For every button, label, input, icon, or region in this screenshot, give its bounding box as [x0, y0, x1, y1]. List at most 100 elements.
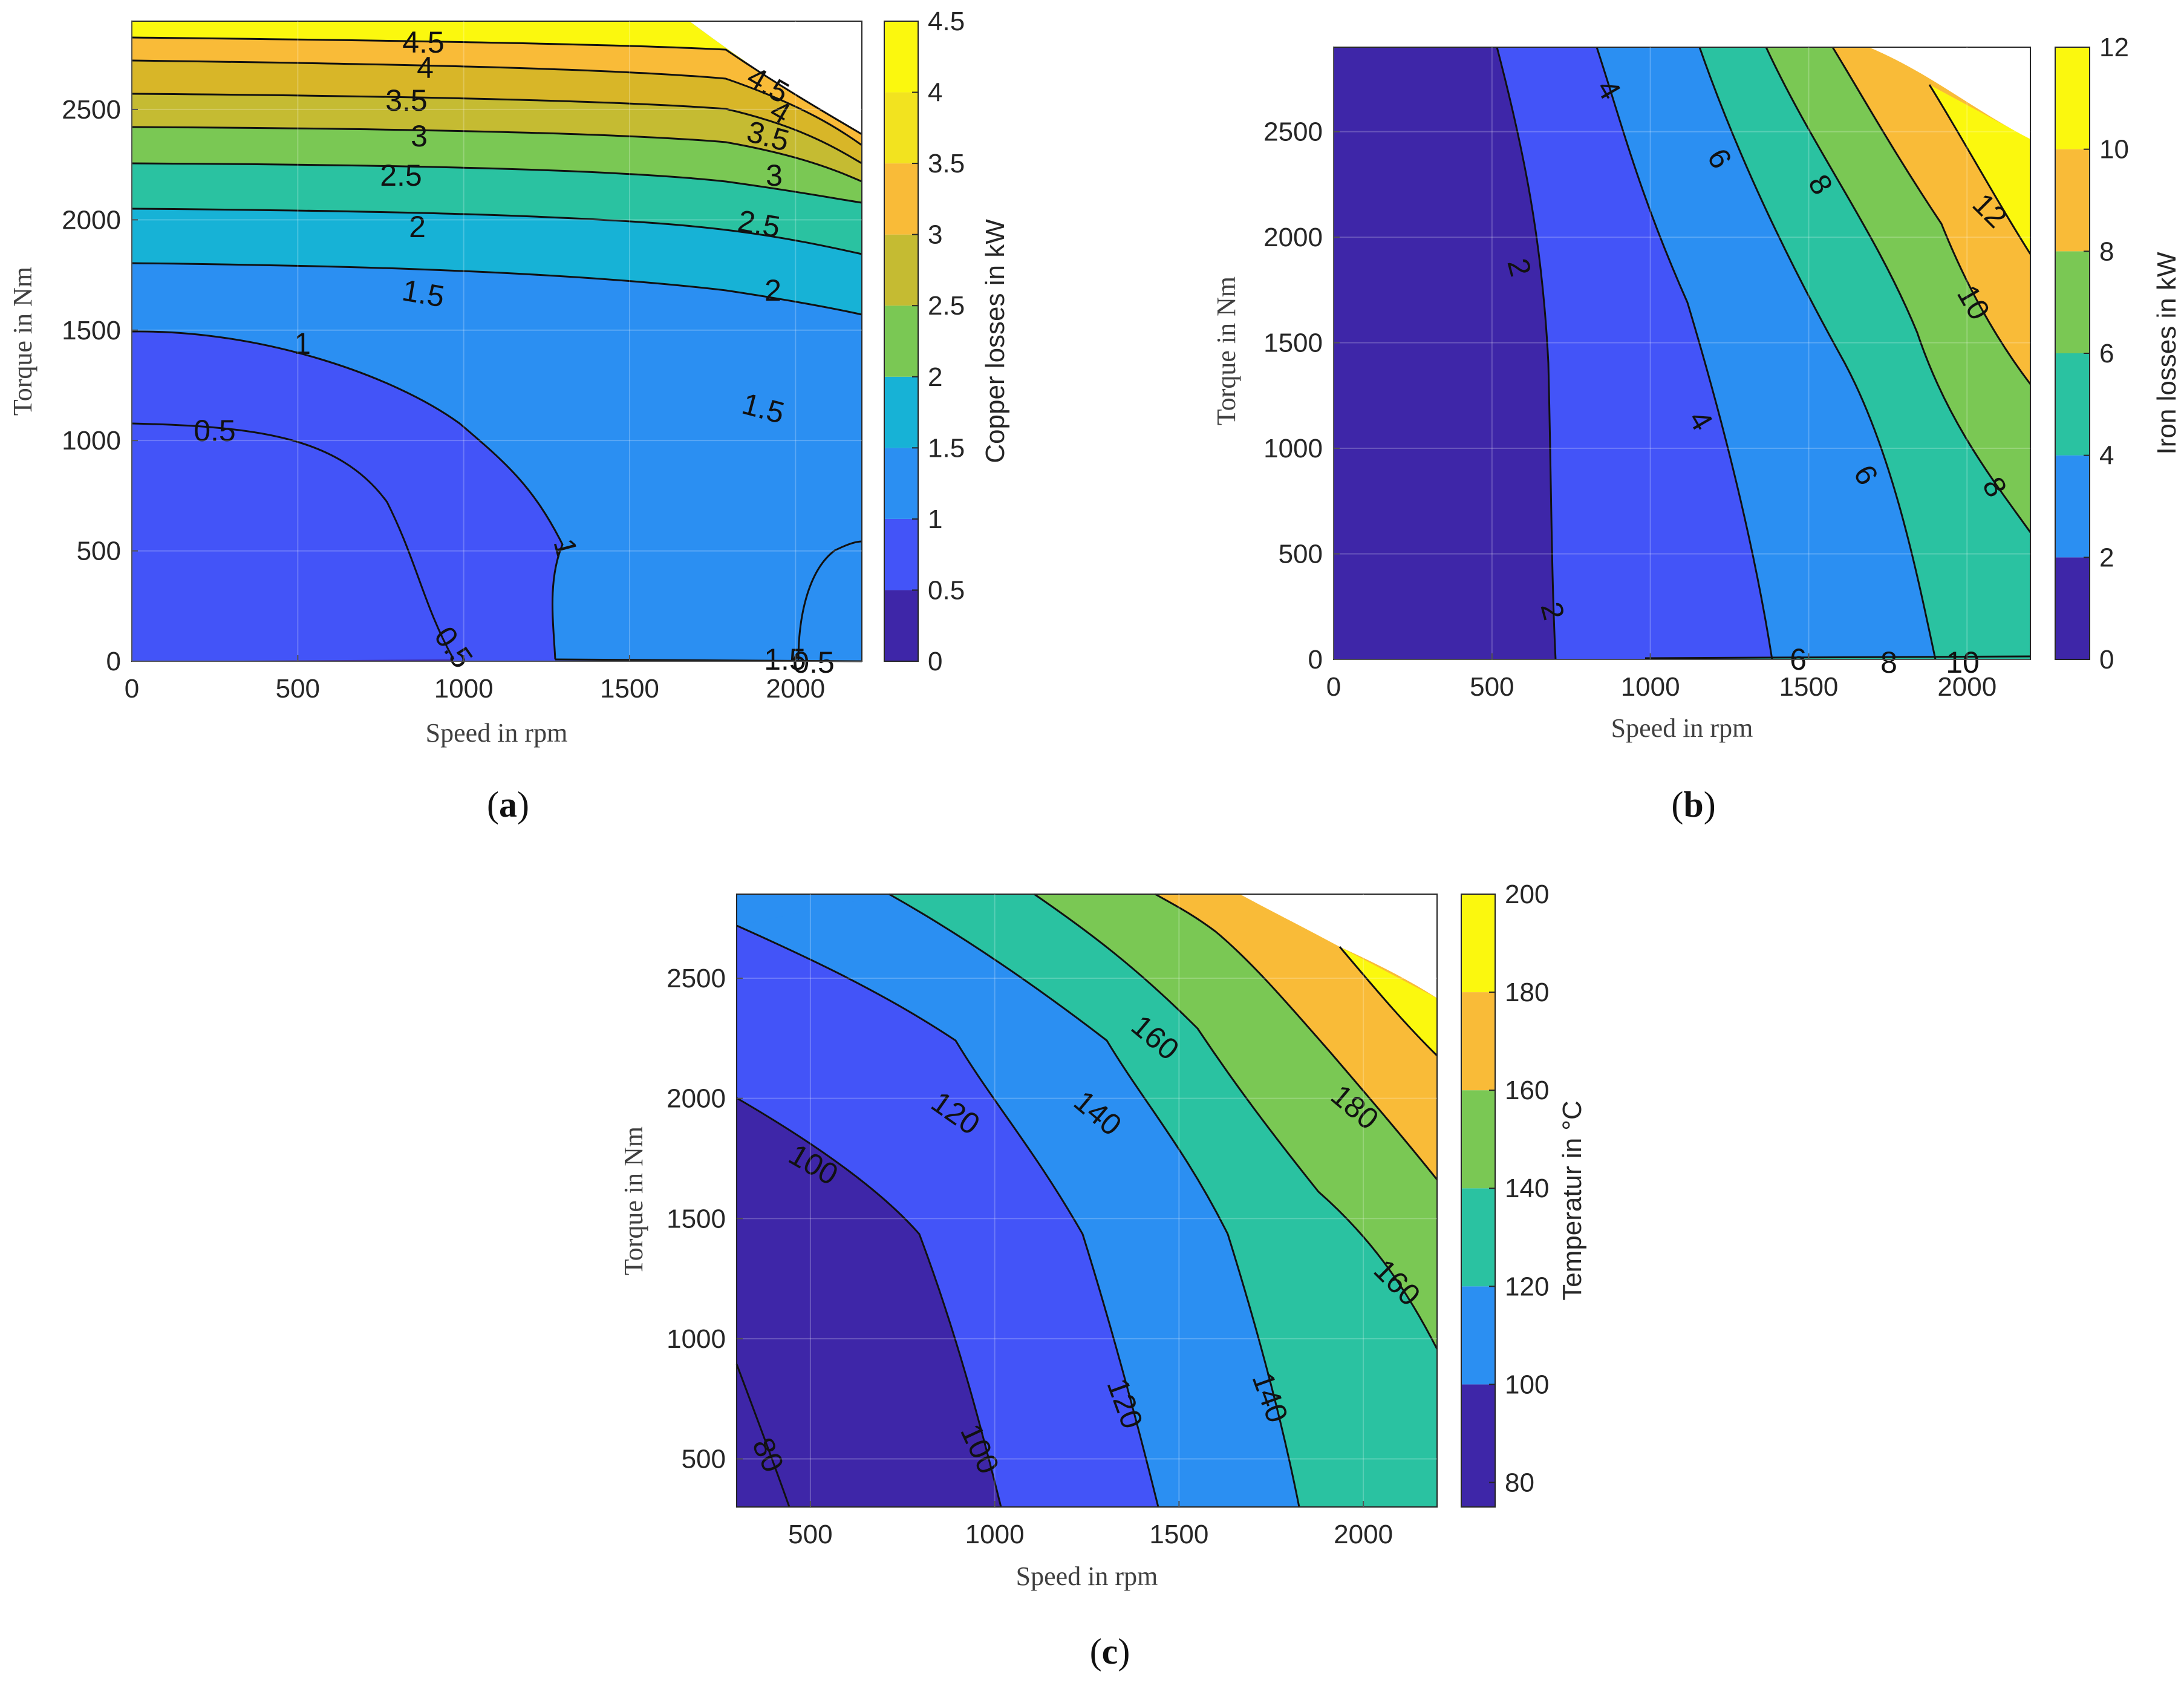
chart-c-xticks: 500 1000 1500 2000	[788, 894, 1393, 1549]
chart-b-frame	[1333, 47, 2031, 660]
chart-c-xtick-label: 2000	[1334, 1520, 1393, 1549]
chart-a-contour-label: 1	[294, 327, 311, 361]
chart-a-colorbar-segment	[884, 21, 918, 93]
chart-c-ytick-label: 2500	[667, 964, 726, 993]
chart-a-xtick-label: 0	[125, 674, 139, 704]
chart-a-colorbar-segment	[884, 448, 918, 519]
chart-c-xlabel: Speed in rpm	[1016, 1561, 1158, 1591]
chart-c-cbar-tick-label: 100	[1505, 1370, 1549, 1399]
chart-a-xtick-label: 2000	[766, 674, 825, 704]
chart-b-caption: (b)	[1671, 785, 1715, 825]
chart-a-cbar-tick-label: 3.5	[928, 149, 965, 178]
chart-b-contour-label: 6	[1790, 642, 1807, 676]
chart-a-contour-label: 3	[411, 119, 428, 153]
chart-a-colorbar-label: Copper losses in kW	[980, 219, 1010, 463]
chart-a-region-8	[132, 38, 862, 145]
chart-a-colorbar-segment	[884, 163, 918, 235]
chart-c-region-6	[1340, 947, 1437, 1056]
chart-b-contour-lines	[1496, 47, 2032, 660]
chart-b-caption-open: (	[1671, 785, 1683, 825]
chart-c-yticks: 500 1000 1500 2000 2500	[667, 964, 1437, 1474]
chart-a-caption-close: )	[517, 785, 529, 825]
chart-a-xtick-label: 1000	[434, 674, 494, 704]
chart-a-ytick-label: 0	[106, 647, 121, 676]
chart-c-frame	[736, 894, 1438, 1508]
chart-a-xticks: 0 500 1000 1500 2000	[125, 21, 825, 704]
chart-a-colorbar-segment	[884, 306, 918, 377]
chart-b-colorbar-segment	[2055, 251, 2090, 353]
chart-a-colorbar: 0 0.5 1 1.5 2 2.5 3 3.5 4 4.5 Copper losses in kW	[884, 7, 1010, 676]
chart-b-ylabel: Torque in Nm	[1211, 276, 1241, 425]
chart-b-caption-close: )	[1704, 785, 1716, 825]
chart-c-colorbar-segment	[1461, 992, 1495, 1091]
chart-c-cbar-tick-label: 180	[1505, 978, 1549, 1007]
chart-c-xtick-label: 1000	[965, 1520, 1025, 1549]
chart-a-ytick-label: 1500	[62, 316, 121, 345]
chart-b-xtick-label: 2000	[1937, 672, 1997, 702]
chart-b-xticks: 0 500 1000 1500 2000	[1326, 47, 1997, 702]
chart-a-cbar-tick-label: 2	[928, 362, 942, 392]
chart-a-colorbar-segment	[884, 590, 918, 661]
chart-a-ytick-label: 500	[77, 537, 121, 566]
chart-a-colorbar-segment	[884, 234, 918, 306]
chart-a-contour-label: 2.5	[735, 203, 783, 244]
chart-a-frame	[131, 21, 862, 662]
chart-a-cbar-tick-label: 3	[928, 220, 942, 250]
chart-a-contour-labels: 4.543.532.521.510.54.543.532.521.510.5 1.…	[194, 25, 835, 679]
chart-c-ytick-label: 500	[682, 1445, 726, 1474]
chart-b-contour-label: 8	[1880, 645, 1897, 679]
chart-a-region-2	[132, 263, 862, 661]
chart-a-cbar-tick-label: 1.5	[928, 433, 965, 463]
chart-b-colorbar-segment	[2055, 557, 2090, 659]
chart-c-contour-lines	[735, 893, 1438, 1508]
chart-c-colorbar-frame	[1461, 894, 1496, 1508]
chart-a-region-5	[132, 127, 862, 203]
chart-c-colorbar-segment	[1461, 1286, 1495, 1385]
chart-c-colorbar-segment	[1461, 894, 1495, 993]
chart-b-cbar-tick-label: 2	[2099, 543, 2114, 572]
chart-c-colorbar: 80 100 120 140 160 180 200 Temperatur in °C	[1461, 880, 1587, 1508]
chart-b-cbar-tick-label: 10	[2099, 135, 2129, 165]
chart-a-ytick-label: 2000	[62, 205, 121, 235]
chart-c-caption-close: )	[1118, 1632, 1130, 1672]
chart-a-contour-label: 3.5	[385, 83, 428, 117]
chart-a-contour-label: 2.5	[380, 158, 422, 192]
chart-a-contour-label: 3	[766, 158, 783, 192]
chart-a-contour-label: 0.5	[792, 645, 835, 679]
chart-a-cbar-tick-label: 0	[928, 647, 942, 676]
chart-c-ytick-label: 1500	[667, 1204, 726, 1234]
chart-b-ytick-label: 0	[1308, 645, 1323, 675]
chart-b-region-blank	[1869, 47, 2030, 139]
chart-a-colorbar-segment	[884, 92, 918, 164]
chart-a-colorbar-segment	[884, 376, 918, 448]
chart-c-cbar-tick-label: 140	[1505, 1174, 1549, 1203]
chart-c-cbar-tick-label: 200	[1505, 880, 1549, 909]
chart-c-caption-letter: c	[1102, 1632, 1118, 1672]
chart-a-yticks: 0 500 1000 1500 2000 2500	[62, 95, 862, 676]
chart-b-yticks: 0 500 1000 1500 2000 2500	[1263, 117, 2030, 675]
chart-a-region-6	[132, 94, 862, 181]
chart-a-corner-bump	[798, 541, 862, 661]
chart-c-region-2top	[737, 894, 889, 926]
chart-a-contour-label: 2	[764, 273, 781, 307]
chart-b-ytick-label: 500	[1279, 540, 1323, 569]
chart-a-cbar-tick-label: 2.5	[928, 291, 965, 321]
chart-c-cbar-tick-label: 160	[1505, 1076, 1549, 1105]
chart-a-colorbar-frame	[884, 21, 919, 662]
chart-a: 4.543.532.521.510.54.543.532.521.510.5 1.…	[8, 7, 1010, 825]
chart-b-cbar-tick-label: 12	[2099, 33, 2129, 62]
chart-c-fills	[737, 894, 1437, 1507]
chart-a-xtick-label: 500	[276, 674, 320, 704]
chart-a-xtick-label: 1500	[600, 674, 659, 704]
chart-b-ytick-label: 2500	[1263, 117, 1323, 147]
chart-b-colorbar-label: Iron losses in kW	[2152, 252, 2182, 454]
chart-b-xtick-label: 0	[1326, 672, 1341, 702]
chart-b-xtick-label: 500	[1470, 672, 1514, 702]
chart-b-ytick-label: 1000	[1263, 434, 1323, 463]
chart-b-xlabel: Speed in rpm	[1611, 713, 1753, 743]
chart-a-contour-label: 1.5	[764, 642, 806, 676]
chart-a-cbar-tick-label: 0.5	[928, 575, 965, 605]
chart-a-fills	[132, 21, 862, 661]
chart-a-cbar-tick-label: 4.5	[928, 7, 965, 36]
